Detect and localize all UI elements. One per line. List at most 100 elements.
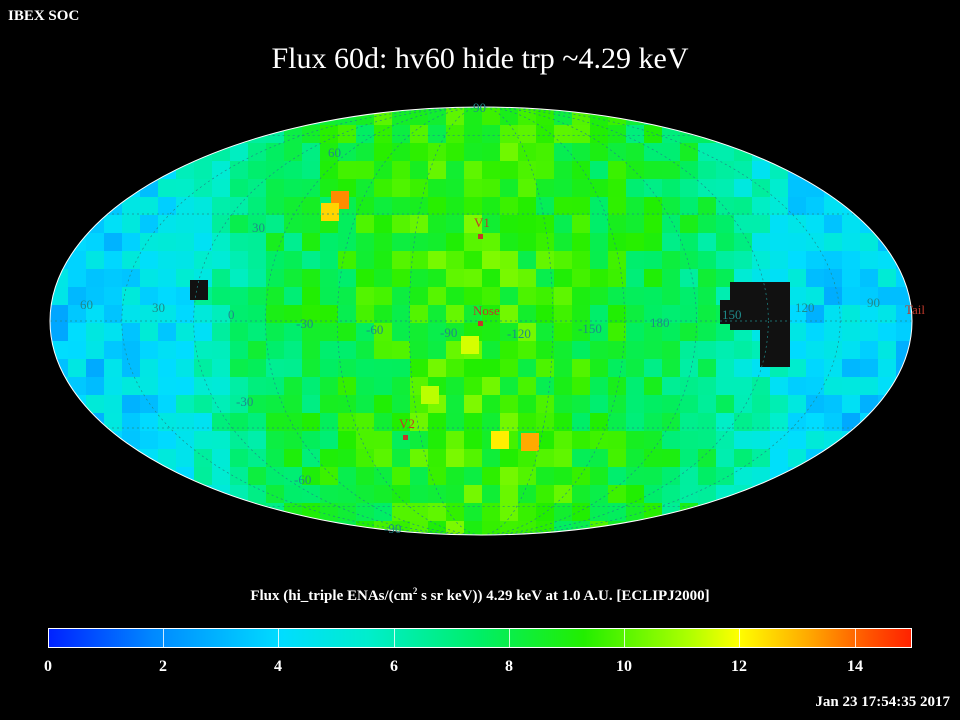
heatmap-cell	[896, 269, 912, 288]
heatmap-cell	[698, 413, 717, 432]
heatmap-cell	[356, 431, 375, 450]
heatmap-cell	[680, 377, 699, 396]
heatmap-cell	[644, 269, 663, 288]
heatmap-cell	[374, 341, 393, 360]
heatmap-cell	[338, 503, 357, 522]
heatmap-cell	[554, 485, 573, 504]
heatmap-cell	[608, 485, 627, 504]
heatmap-cell	[338, 125, 357, 144]
heatmap-cell	[842, 521, 861, 535]
heatmap-cell	[788, 503, 807, 522]
heatmap-cell	[554, 359, 573, 378]
heatmap-cell	[500, 323, 519, 342]
heatmap-cell	[842, 287, 861, 306]
heatmap-cell	[500, 503, 519, 522]
heatmap-cell	[482, 161, 501, 180]
heatmap-cell	[392, 323, 411, 342]
heatmap-cell	[554, 341, 573, 360]
heatmap-cell	[716, 467, 735, 486]
heatmap-cell	[122, 251, 141, 270]
heatmap-cell	[500, 161, 519, 180]
heatmap-cell	[878, 287, 897, 306]
heatmap-cell	[680, 413, 699, 432]
heatmap-cell	[644, 125, 663, 144]
heatmap-cell	[338, 161, 357, 180]
heatmap-cell	[248, 395, 267, 414]
heatmap-cell	[644, 323, 663, 342]
heatmap-cell	[464, 197, 483, 216]
heatmap-cell	[626, 485, 645, 504]
heatmap-cell	[50, 287, 69, 306]
heatmap-cell	[392, 287, 411, 306]
heatmap-cell	[500, 125, 519, 144]
heatmap-cell	[50, 269, 69, 288]
heatmap-cell	[374, 179, 393, 198]
heatmap-cell	[536, 251, 555, 270]
heatmap-cell	[140, 341, 159, 360]
heatmap-cell	[68, 413, 87, 432]
heatmap-cell	[122, 449, 141, 468]
heatmap-cell	[176, 143, 195, 162]
heatmap-cell	[482, 215, 501, 234]
heatmap-cell	[554, 431, 573, 450]
heatmap-cell	[446, 107, 465, 126]
heatmap-cell	[410, 125, 429, 144]
heatmap-cell	[680, 125, 699, 144]
heatmap-cell	[194, 413, 213, 432]
heatmap-cell	[716, 269, 735, 288]
heatmap-cell	[518, 197, 537, 216]
heatmap-cell	[392, 413, 411, 432]
heatmap-cell	[806, 359, 825, 378]
heatmap-cell	[446, 305, 465, 324]
heatmap-cell	[860, 287, 879, 306]
heatmap-cell	[698, 359, 717, 378]
heatmap-cell	[158, 323, 177, 342]
heatmap-cell	[644, 341, 663, 360]
heatmap-cell	[284, 143, 303, 162]
heatmap-cell	[248, 359, 267, 378]
heatmap-cell	[500, 305, 519, 324]
heatmap-cell	[518, 359, 537, 378]
heatmap-cell	[302, 323, 321, 342]
heatmap-cell	[770, 251, 789, 270]
heatmap-cell	[788, 161, 807, 180]
heatmap-cell	[104, 521, 123, 535]
heatmap-cell	[518, 305, 537, 324]
heatmap-cell	[176, 431, 195, 450]
heatmap-cell	[896, 377, 912, 396]
heatmap-cell	[122, 233, 141, 252]
heatmap-cell	[86, 125, 105, 144]
heatmap-cell	[248, 179, 267, 198]
heatmap-cell	[266, 467, 285, 486]
heatmap-cell	[644, 377, 663, 396]
lat-label-60: 60	[328, 145, 341, 160]
heatmap-cell	[248, 269, 267, 288]
heatmap-cell	[626, 431, 645, 450]
heatmap-cell	[590, 215, 609, 234]
heatmap-cell	[248, 413, 267, 432]
heatmap-cell	[86, 287, 105, 306]
lat-label-minus30: -30	[236, 394, 253, 409]
heatmap-cell	[248, 521, 267, 535]
heatmap-cell	[752, 431, 771, 450]
heatmap-cell	[194, 341, 213, 360]
lon-label-90: 90	[867, 295, 880, 310]
heatmap-cell	[410, 305, 429, 324]
heatmap-cell	[140, 251, 159, 270]
heatmap-cell	[752, 467, 771, 486]
heatmap-cell	[824, 395, 843, 414]
heatmap-cell	[321, 203, 339, 221]
heatmap-cell	[338, 341, 357, 360]
heatmap-cell	[536, 305, 555, 324]
heatmap-cell	[878, 413, 897, 432]
heatmap-cell	[662, 233, 681, 252]
heatmap-cell	[788, 287, 807, 306]
heatmap-cell	[824, 341, 843, 360]
heatmap-cell	[248, 305, 267, 324]
heatmap-cell	[518, 287, 537, 306]
heatmap-cell	[824, 215, 843, 234]
heatmap-cell	[878, 431, 897, 450]
heatmap-cell	[662, 341, 681, 360]
heatmap-cell	[806, 125, 825, 144]
heatmap-cell	[86, 395, 105, 414]
